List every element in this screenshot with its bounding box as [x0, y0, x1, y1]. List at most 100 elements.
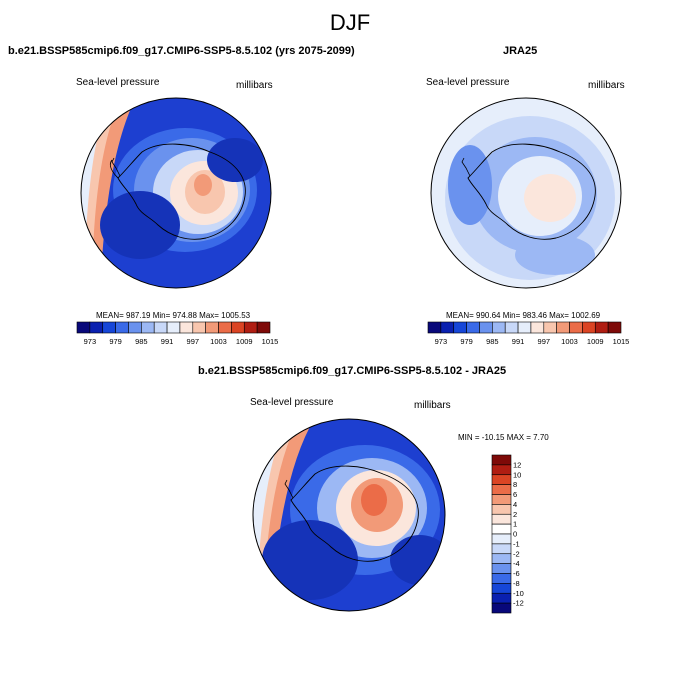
colorbar-swatch [491, 583, 512, 594]
colorbar-swatch [153, 321, 168, 334]
panel3-variable-label: Sea-level pressure [250, 397, 334, 408]
colorbar-swatch [166, 321, 181, 334]
page-title: DJF [329, 10, 371, 35]
colorbar-tick-label: 979 [109, 337, 122, 346]
colorbar-swatch [492, 321, 506, 334]
map3-border [252, 418, 446, 612]
colorbar-swatch [89, 321, 104, 334]
colorbar-swatch [205, 321, 219, 334]
panel2-title: JRA25 [503, 45, 538, 57]
colorbar-tick-label: -12 [513, 599, 524, 608]
colorbar-tick-label: 979 [460, 337, 473, 346]
colorbar-tick-label: 1003 [210, 337, 227, 346]
colorbar-tick-label: 985 [135, 337, 148, 346]
colorbar-tick-label: 973 [84, 337, 97, 346]
map1-border [80, 97, 272, 289]
colorbar-tick-label: 985 [486, 337, 499, 346]
colorbar-tick-label: 1009 [587, 337, 604, 346]
colorbar-swatch [453, 321, 467, 334]
colorbar-tick-label: 1015 [613, 337, 630, 346]
colorbar-tick-label: 991 [512, 337, 525, 346]
antarctica-coastline [290, 465, 419, 562]
panel2-variable-label: Sea-level pressure [426, 77, 510, 88]
colorbar-tick-label: -6 [513, 569, 520, 578]
colorbar-swatch [504, 321, 519, 334]
colorbar-swatch [607, 321, 622, 334]
colorbar-tick-label: 1 [513, 520, 517, 529]
panel1-stats: MEAN= 987.19 Min= 974.88 Max= 1005.53 [96, 311, 251, 320]
colorbar-swatch [76, 321, 91, 334]
colorbar-swatch [243, 321, 258, 334]
colorbar-tick-label: 997 [538, 337, 551, 346]
colorbar-swatch [141, 321, 155, 334]
colorbar-swatch [256, 321, 271, 334]
panel3-units-label: millibars [414, 400, 451, 411]
colorbar-tick-label: -8 [513, 579, 520, 588]
colorbar-swatch [466, 321, 480, 334]
colorbar-tick-label: 991 [161, 337, 174, 346]
colorbar-tick-label: -10 [513, 589, 524, 598]
colorbar-swatch [491, 533, 512, 545]
colorbar-swatch [491, 513, 512, 525]
map2-border [430, 97, 622, 289]
model-slp-map [81, 98, 271, 288]
colorbar-tick-label: 12 [513, 460, 521, 469]
colorbar-swatch [179, 321, 194, 334]
colorbar-swatch [582, 321, 596, 334]
colorbar-swatch [491, 504, 512, 515]
colorbar-tick-label: 1003 [561, 337, 578, 346]
panel1-units-label: millibars [236, 80, 273, 91]
colorbar-tick-label: 8 [513, 480, 517, 489]
colorbar-swatch [491, 464, 512, 476]
colorbar-swatch [218, 321, 232, 334]
panel3-title: b.e21.BSSP585cmip6.f09_g17.CMIP6-SSP5-8.… [198, 365, 507, 377]
colorbar-swatch [192, 321, 206, 334]
colorbar-swatch [491, 523, 512, 535]
colorbar-swatch [594, 321, 609, 334]
colorbar-swatch [491, 484, 512, 495]
panel1-title: b.e21.BSSP585cmip6.f09_g17.CMIP6-SSP5-8.… [8, 45, 355, 57]
colorbar-tick-label: 6 [513, 490, 517, 499]
colorbar-tick-label: 1015 [262, 337, 279, 346]
colorbar-swatch [491, 563, 512, 574]
model-colorbar: 973 979 985 991 997 1003 1009 1015 [76, 321, 279, 346]
panel1-variable-label: Sea-level pressure [76, 77, 160, 88]
jra25-slp-map [431, 98, 621, 288]
colorbar-tick-label: -4 [513, 559, 520, 568]
colorbar-swatch [479, 321, 493, 334]
colorbar-swatch [427, 321, 442, 334]
colorbar-swatch [491, 543, 512, 555]
colorbar-swatch [491, 494, 512, 505]
colorbar-swatch [491, 553, 512, 564]
colorbar-swatch [102, 321, 116, 334]
panel2-units-label: millibars [588, 80, 625, 91]
colorbar-swatch [569, 321, 583, 334]
colorbar-swatch [491, 454, 512, 466]
difference-slp-map [253, 419, 445, 611]
colorbar-tick-label: 4 [513, 500, 517, 509]
panel3-stats: MIN = -10.15 MAX = 7.70 [458, 433, 549, 442]
colorbar-swatch [491, 592, 512, 604]
colorbar-tick-label: -1 [513, 539, 520, 548]
colorbar-swatch [231, 321, 245, 334]
colorbar-swatch [530, 321, 545, 334]
antarctica-coastline [467, 143, 596, 240]
colorbar-swatch [517, 321, 532, 334]
colorbar-swatch [491, 573, 512, 584]
antarctica-coastline [109, 143, 246, 240]
colorbar-tick-label: 10 [513, 470, 521, 479]
colorbar-tick-label: 973 [435, 337, 448, 346]
colorbar-swatch [128, 321, 142, 334]
colorbar-tick-label: -2 [513, 549, 520, 558]
colorbar-tick-label: 0 [513, 530, 517, 539]
colorbar-tick-label: 2 [513, 510, 517, 519]
colorbar-tick-label: 997 [187, 337, 200, 346]
colorbar-swatch [491, 474, 512, 485]
colorbar-swatch [543, 321, 557, 334]
colorbar-swatch [440, 321, 455, 334]
jra25-colorbar: 973 979 985 991 997 1003 1009 1015 [427, 321, 630, 346]
colorbar-tick-label: 1009 [236, 337, 253, 346]
panel2-stats: MEAN= 990.64 Min= 983.46 Max= 1002.69 [446, 311, 601, 320]
